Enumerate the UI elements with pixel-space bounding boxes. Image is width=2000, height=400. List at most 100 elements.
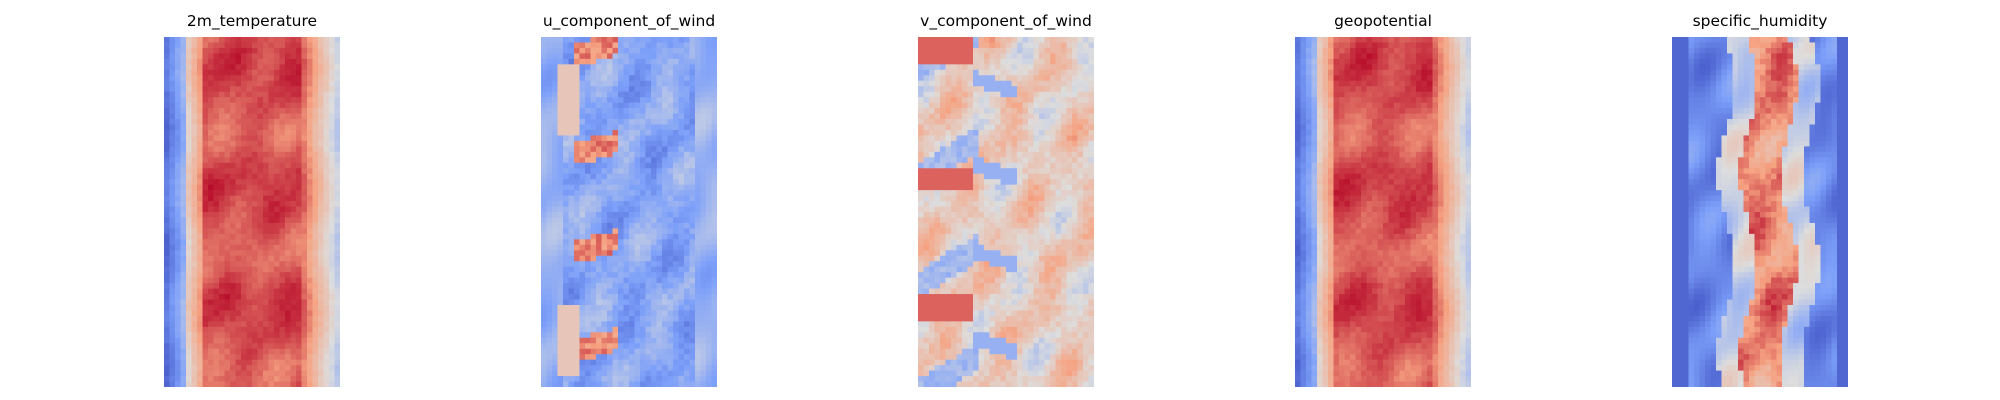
heatmap-cell — [601, 294, 608, 300]
heatmap-cell — [678, 190, 685, 196]
heatmap-cell — [1077, 37, 1084, 43]
heatmap-cell — [241, 315, 247, 322]
heatmap-cell — [1028, 53, 1034, 60]
heatmap-cell — [1033, 146, 1040, 153]
heatmap-cell — [164, 108, 170, 114]
heatmap-cell — [607, 140, 613, 147]
heatmap-cell — [279, 69, 286, 76]
heatmap-cell — [1039, 151, 1045, 158]
heatmap-cell — [651, 381, 657, 387]
heatmap-cell — [197, 304, 203, 311]
heatmap-cell — [684, 37, 690, 43]
heatmap-cell — [634, 348, 641, 355]
heatmap-cell — [590, 283, 597, 289]
heatmap-cell — [673, 272, 679, 279]
heatmap-cell — [1061, 47, 1067, 54]
heatmap-cell — [706, 184, 712, 191]
heatmap-cell — [301, 283, 308, 289]
heatmap-cell — [590, 86, 597, 93]
heatmap-cell — [678, 250, 685, 257]
heatmap-cell — [296, 108, 302, 114]
heatmap-cell — [241, 173, 247, 180]
heatmap-cell — [1050, 64, 1056, 71]
heatmap-cell — [695, 310, 701, 317]
heatmap-cell — [1011, 168, 1018, 175]
heatmap-cell — [711, 228, 717, 235]
heatmap-cell — [246, 129, 253, 136]
heatmap-cell — [612, 250, 619, 257]
heatmap-cell — [175, 228, 181, 235]
heatmap-cell — [1088, 157, 1094, 164]
heatmap-cell — [956, 47, 963, 54]
heatmap-cell — [612, 255, 619, 262]
heatmap-cell — [296, 75, 302, 82]
heatmap-cell — [706, 195, 712, 202]
heatmap-cell — [180, 201, 187, 207]
heatmap-cell — [695, 75, 701, 82]
heatmap-cell — [274, 190, 280, 196]
heatmap-cell — [618, 228, 624, 235]
heatmap-cell — [590, 244, 597, 251]
heatmap-cell — [180, 261, 187, 268]
heatmap-cell — [312, 228, 319, 235]
heatmap-cell — [1017, 151, 1023, 158]
heatmap-cell — [257, 239, 264, 246]
heatmap-cell — [213, 283, 220, 289]
heatmap-cell — [213, 354, 220, 361]
heatmap-cell — [585, 283, 591, 289]
heatmap-cell — [689, 348, 696, 355]
heatmap-cell — [640, 201, 646, 207]
heatmap-cell — [1028, 179, 1034, 186]
heatmap-cell — [323, 37, 330, 43]
heatmap-cell — [662, 173, 668, 180]
heatmap-cell — [257, 359, 264, 366]
heatmap-cell — [301, 113, 308, 120]
heatmap-cell — [224, 294, 231, 300]
heatmap-cell — [711, 42, 717, 49]
heatmap-cell — [934, 102, 941, 109]
heatmap-cell — [563, 261, 569, 268]
heatmap-cell — [934, 91, 941, 98]
heatmap-cell — [706, 206, 712, 213]
heatmap-cell — [541, 359, 547, 366]
heatmap-cell — [612, 75, 619, 82]
heatmap-cell — [1022, 140, 1029, 147]
heatmap-cell — [684, 354, 690, 361]
heatmap-cell — [579, 255, 586, 262]
heatmap-cell — [989, 80, 996, 87]
heatmap-cell — [169, 376, 176, 382]
heatmap-cell — [1017, 129, 1023, 136]
heatmap-cell — [945, 75, 952, 82]
heatmap-cell — [175, 64, 181, 71]
heatmap-cell — [224, 75, 231, 82]
heatmap-cell — [191, 195, 198, 202]
heatmap-cell — [629, 42, 635, 49]
heatmap-cell — [1066, 168, 1073, 175]
heatmap-cell — [224, 58, 231, 65]
heatmap-cell — [711, 244, 717, 251]
heatmap-cell — [689, 321, 696, 328]
heatmap-v-component-of-wind — [918, 37, 1094, 387]
heatmap-cell — [180, 294, 187, 300]
heatmap-cell — [640, 376, 646, 382]
heatmap-cell — [208, 288, 214, 295]
heatmap-cell — [246, 201, 253, 207]
heatmap-cell — [296, 348, 302, 355]
heatmap-cell — [180, 190, 187, 196]
heatmap-cell — [191, 354, 198, 361]
heatmap-cell — [175, 69, 181, 76]
heatmap-cell — [989, 108, 996, 114]
heatmap-cell — [607, 58, 613, 65]
heatmap-cell — [673, 359, 679, 366]
heatmap-cell — [307, 179, 313, 186]
heatmap-cell — [1050, 119, 1056, 125]
heatmap-cell — [1017, 140, 1023, 147]
heatmap-cell — [274, 195, 280, 202]
heatmap-cell — [552, 343, 558, 350]
heatmap-cell — [618, 179, 624, 186]
heatmap-cell — [1011, 102, 1018, 109]
heatmap-cell — [301, 42, 308, 49]
heatmap-cell — [706, 190, 712, 196]
heatmap-cell — [301, 337, 308, 344]
heatmap-cell — [257, 217, 264, 224]
